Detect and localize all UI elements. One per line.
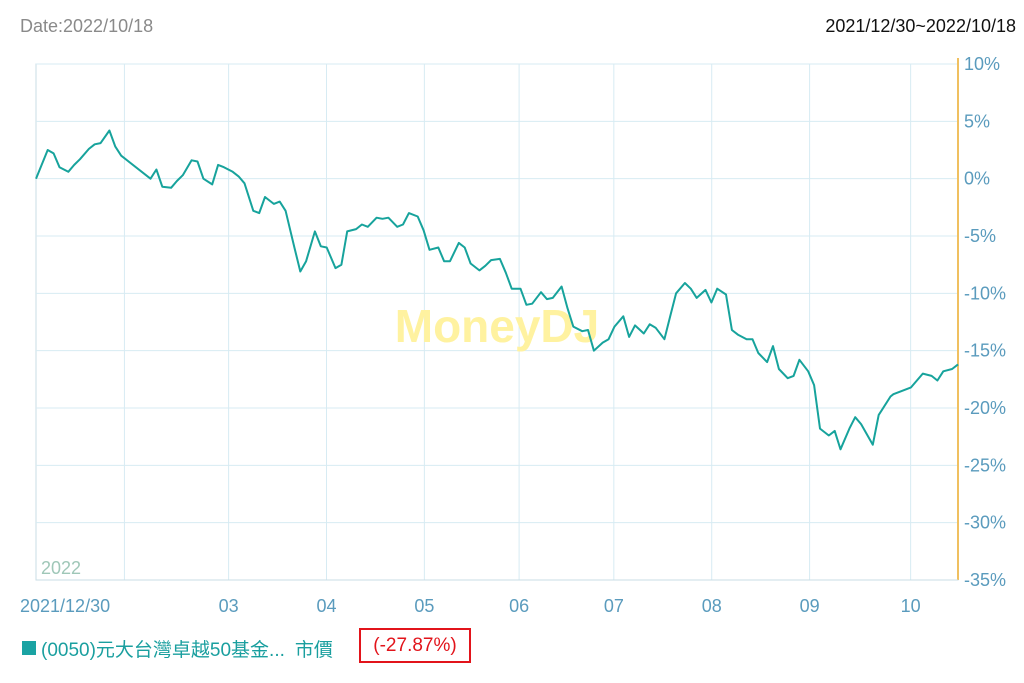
- x-tick-label: 05: [414, 596, 434, 616]
- y-tick-label: -10%: [964, 283, 1006, 303]
- series-line: [35, 129, 959, 451]
- y-tick-label: 0%: [964, 169, 990, 189]
- legend: (0050)元大台灣卓越50基金... 市價: [22, 636, 333, 661]
- x-tick-label: 2021/12/30: [20, 596, 110, 616]
- y-tick-label: -25%: [964, 455, 1006, 475]
- y-tick-label: 5%: [964, 111, 990, 131]
- watermark: MoneyDJ: [395, 300, 599, 352]
- y-tick-label: -15%: [964, 341, 1006, 361]
- year-tag: 2022: [41, 558, 81, 578]
- y-tick-label: -20%: [964, 398, 1006, 418]
- x-tick-label: 03: [219, 596, 239, 616]
- y-tick-label: -30%: [964, 513, 1006, 533]
- legend-series-label: (0050)元大台灣卓越50基金...: [41, 639, 285, 661]
- x-tick-label: 07: [604, 596, 624, 616]
- x-tick-label: 08: [702, 596, 722, 616]
- x-tick-label: 10: [901, 596, 921, 616]
- x-tick-label: 09: [800, 596, 820, 616]
- x-tick-label: 04: [316, 596, 336, 616]
- y-tick-label: -35%: [964, 570, 1006, 590]
- date-range-label: 2021/12/30~2022/10/18: [825, 16, 1016, 36]
- y-tick-label: -5%: [964, 226, 996, 246]
- y-tick-label: 10%: [964, 54, 1000, 74]
- legend-metric-label: 市價: [294, 639, 333, 661]
- legend-swatch: [22, 641, 36, 655]
- date-label: Date:2022/10/18: [20, 16, 154, 36]
- change-percent-badge: (-27.87%): [359, 628, 471, 663]
- x-tick-label: 06: [509, 596, 529, 616]
